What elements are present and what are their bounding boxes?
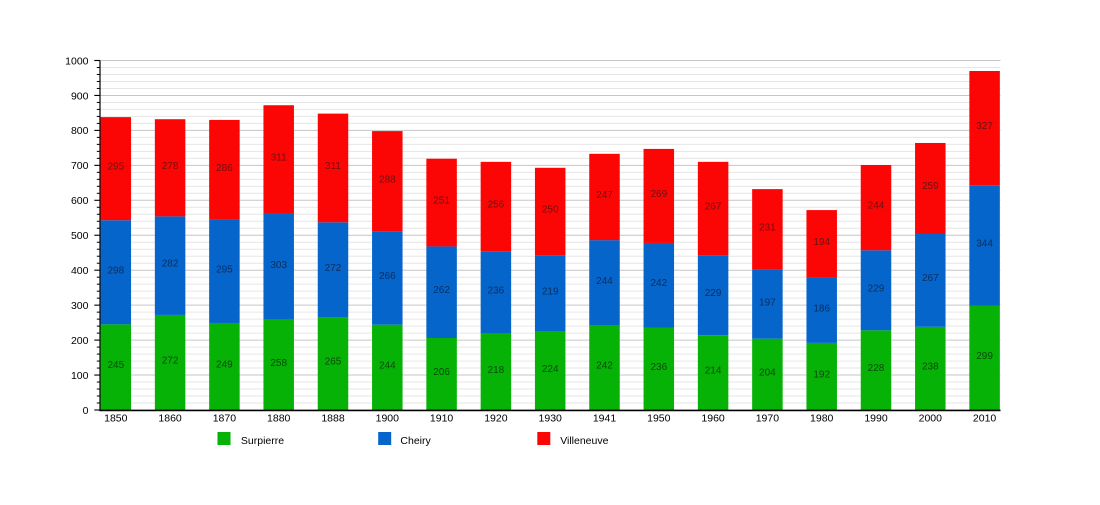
svg-text:1920: 1920 bbox=[484, 413, 508, 425]
svg-text:272: 272 bbox=[162, 355, 179, 366]
svg-text:Villeneuve: Villeneuve bbox=[560, 435, 608, 447]
svg-text:1980: 1980 bbox=[810, 413, 834, 425]
svg-text:286: 286 bbox=[216, 163, 233, 174]
svg-text:278: 278 bbox=[162, 161, 179, 172]
svg-text:400: 400 bbox=[71, 265, 89, 277]
svg-text:269: 269 bbox=[650, 189, 667, 200]
svg-text:1970: 1970 bbox=[756, 413, 780, 425]
svg-text:266: 266 bbox=[379, 271, 396, 282]
svg-text:344: 344 bbox=[976, 238, 993, 249]
svg-text:247: 247 bbox=[596, 190, 613, 201]
svg-text:219: 219 bbox=[542, 286, 559, 297]
svg-text:272: 272 bbox=[325, 263, 342, 274]
svg-text:224: 224 bbox=[542, 364, 559, 375]
svg-text:256: 256 bbox=[488, 200, 505, 211]
svg-text:244: 244 bbox=[596, 276, 613, 287]
svg-text:500: 500 bbox=[71, 230, 89, 242]
svg-text:197: 197 bbox=[759, 297, 776, 308]
svg-text:295: 295 bbox=[216, 264, 233, 275]
svg-text:311: 311 bbox=[325, 161, 341, 172]
svg-text:Cheiry: Cheiry bbox=[400, 435, 431, 447]
svg-text:228: 228 bbox=[868, 363, 885, 374]
svg-text:299: 299 bbox=[976, 351, 993, 362]
svg-text:1941: 1941 bbox=[593, 413, 617, 425]
svg-text:298: 298 bbox=[107, 265, 124, 276]
svg-text:236: 236 bbox=[650, 362, 667, 373]
svg-text:258: 258 bbox=[270, 358, 287, 369]
svg-text:2010: 2010 bbox=[973, 413, 997, 425]
svg-text:192: 192 bbox=[813, 369, 830, 380]
svg-text:214: 214 bbox=[705, 366, 722, 377]
svg-text:244: 244 bbox=[868, 201, 885, 212]
svg-text:303: 303 bbox=[270, 260, 287, 271]
svg-text:600: 600 bbox=[71, 195, 89, 207]
svg-text:295: 295 bbox=[107, 162, 124, 173]
svg-text:204: 204 bbox=[759, 367, 776, 378]
svg-text:1870: 1870 bbox=[213, 413, 237, 425]
svg-text:700: 700 bbox=[71, 160, 89, 172]
svg-text:229: 229 bbox=[868, 283, 885, 294]
svg-text:1950: 1950 bbox=[647, 413, 671, 425]
svg-text:1888: 1888 bbox=[321, 413, 345, 425]
svg-text:1930: 1930 bbox=[539, 413, 563, 425]
svg-text:1880: 1880 bbox=[267, 413, 291, 425]
svg-text:267: 267 bbox=[705, 202, 722, 213]
svg-text:1910: 1910 bbox=[430, 413, 454, 425]
svg-text:1900: 1900 bbox=[376, 413, 400, 425]
svg-text:900: 900 bbox=[71, 90, 89, 102]
svg-text:267: 267 bbox=[922, 273, 939, 284]
svg-text:238: 238 bbox=[922, 361, 939, 372]
svg-text:288: 288 bbox=[379, 174, 396, 185]
svg-text:1850: 1850 bbox=[104, 413, 128, 425]
svg-text:Surpierre: Surpierre bbox=[241, 435, 284, 447]
svg-text:249: 249 bbox=[216, 359, 233, 370]
svg-text:265: 265 bbox=[325, 357, 342, 368]
svg-text:259: 259 bbox=[922, 181, 939, 192]
svg-text:218: 218 bbox=[488, 365, 505, 376]
svg-text:1860: 1860 bbox=[158, 413, 182, 425]
svg-text:0: 0 bbox=[83, 405, 89, 417]
svg-text:200: 200 bbox=[71, 335, 89, 347]
svg-text:236: 236 bbox=[488, 286, 505, 297]
svg-text:1960: 1960 bbox=[701, 413, 725, 425]
svg-text:186: 186 bbox=[813, 303, 830, 314]
svg-text:327: 327 bbox=[976, 121, 993, 132]
svg-text:251: 251 bbox=[433, 196, 450, 207]
svg-text:245: 245 bbox=[107, 360, 124, 371]
svg-text:231: 231 bbox=[759, 222, 776, 233]
svg-text:242: 242 bbox=[596, 361, 613, 372]
svg-text:242: 242 bbox=[650, 278, 667, 289]
svg-text:244: 244 bbox=[379, 360, 396, 371]
svg-text:800: 800 bbox=[71, 125, 89, 137]
svg-text:1000: 1000 bbox=[65, 55, 89, 67]
svg-text:194: 194 bbox=[813, 237, 830, 248]
svg-text:2000: 2000 bbox=[919, 413, 943, 425]
svg-text:311: 311 bbox=[271, 153, 287, 164]
svg-text:1990: 1990 bbox=[864, 413, 888, 425]
svg-text:250: 250 bbox=[542, 204, 559, 215]
svg-text:206: 206 bbox=[433, 367, 450, 378]
svg-text:229: 229 bbox=[705, 288, 722, 299]
svg-text:262: 262 bbox=[433, 285, 450, 296]
svg-text:300: 300 bbox=[71, 300, 89, 312]
svg-text:100: 100 bbox=[71, 370, 89, 382]
svg-text:282: 282 bbox=[162, 259, 179, 270]
